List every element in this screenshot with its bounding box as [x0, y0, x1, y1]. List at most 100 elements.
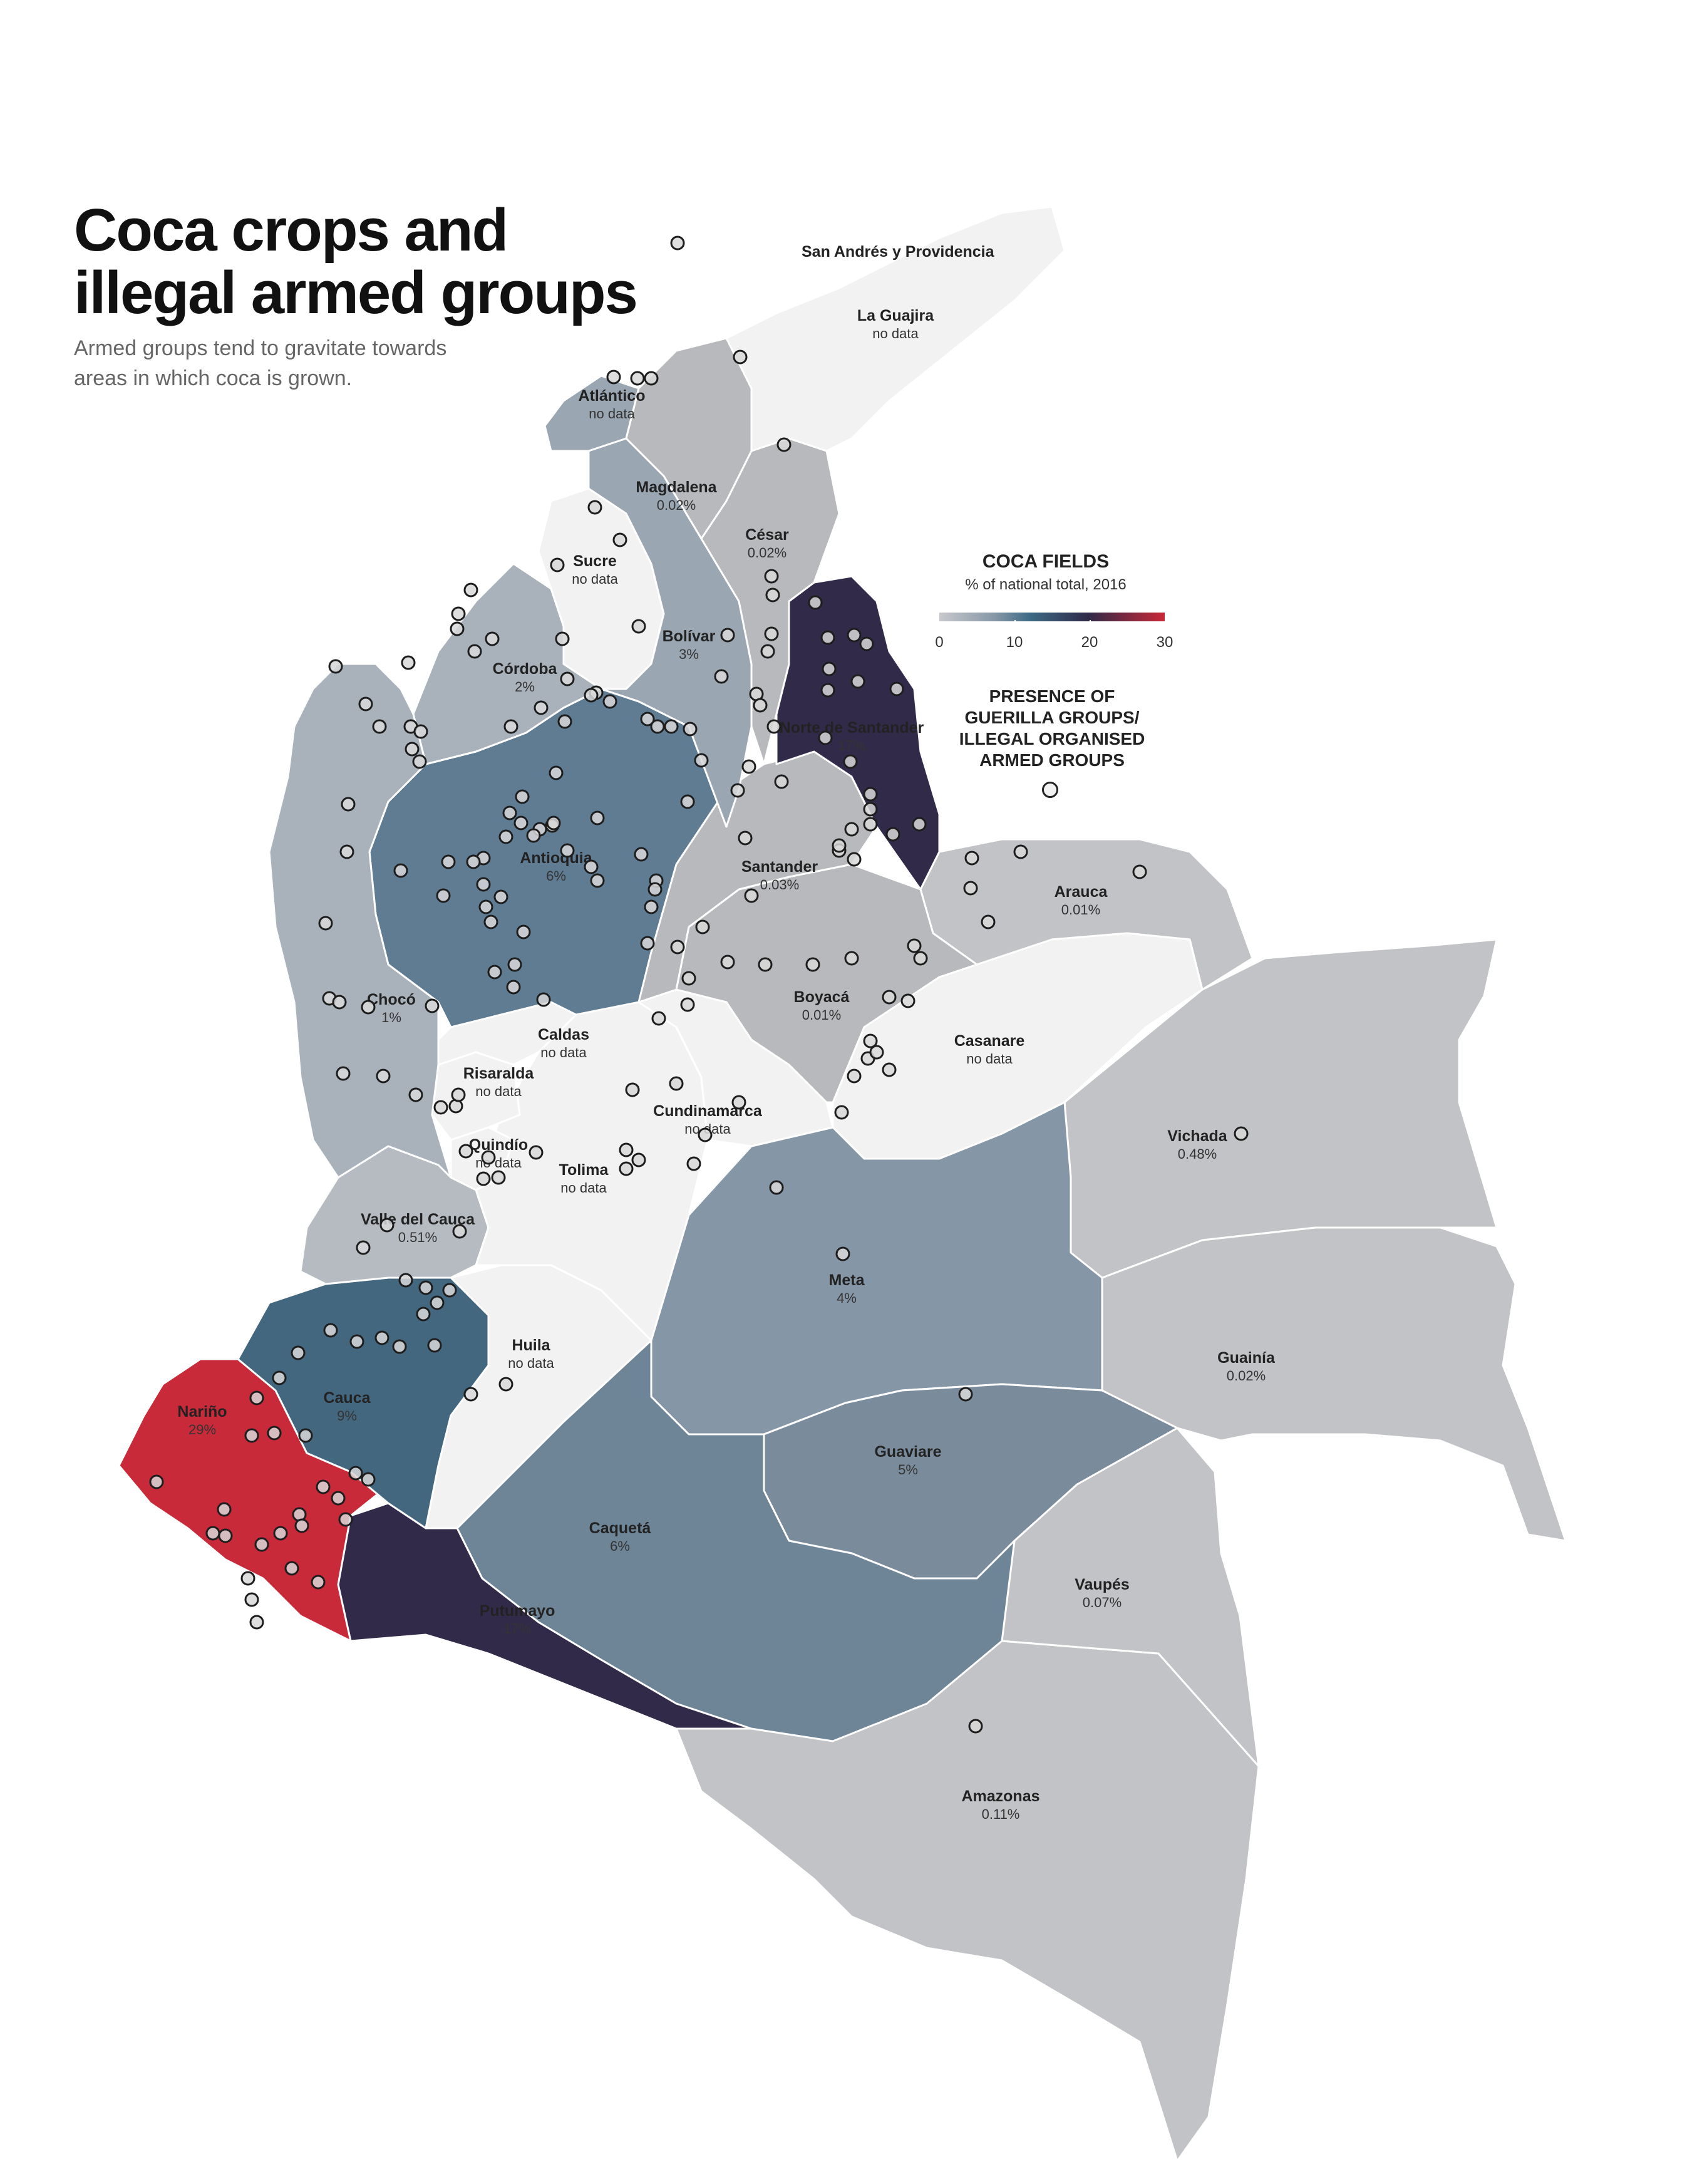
armed-group-dot [331, 1491, 346, 1506]
armed-group-dot [493, 889, 508, 904]
armed-group-dot [863, 802, 878, 817]
region-label-name: Guainía [1217, 1349, 1276, 1367]
armed-group-dot [339, 844, 354, 859]
legend-tick-label-20: 20 [1081, 634, 1098, 651]
region-label-value: 0.01% [802, 1007, 841, 1023]
armed-group-dot [240, 1571, 255, 1586]
region-label-name: Casanare [954, 1032, 1025, 1050]
armed-group-dot [981, 914, 996, 929]
region-label-name: Meta [829, 1271, 865, 1289]
armed-group-dot [452, 1224, 467, 1239]
armed-group-dot [467, 644, 482, 659]
armed-group-dot [822, 661, 837, 676]
armed-group-dot [436, 888, 451, 903]
armed-group-dot [376, 1069, 391, 1084]
armed-group-dot [606, 370, 621, 385]
page-title: Coca crops and illegal armed groups [74, 199, 638, 324]
region-label-value: no data [589, 406, 635, 422]
armed-group-dot [863, 817, 878, 832]
armed-group-dot [546, 815, 561, 831]
armed-group-dot [267, 1426, 282, 1441]
armed-group-dot [612, 532, 627, 547]
armed-group-dot [630, 371, 645, 386]
armed-group-dot [869, 1045, 884, 1060]
armed-group-dot [882, 990, 897, 1005]
armed-group-dot [557, 714, 572, 729]
region-label-name: Sucre [573, 552, 617, 570]
region-label-name: Cundinamarca [653, 1102, 763, 1120]
armed-group-dot [318, 916, 333, 931]
armed-group-dot [433, 1100, 448, 1115]
armed-group-dot [217, 1502, 232, 1517]
armed-group-dot [634, 847, 649, 862]
armed-group-dot [284, 1561, 299, 1576]
armed-group-dot [379, 1218, 395, 1233]
armed-group-dot [847, 628, 862, 643]
armed-group-dot [913, 951, 928, 966]
region-label-value: 0.11% [982, 1806, 1020, 1822]
armed-group-dot [149, 1474, 164, 1489]
armed-group-dot [847, 852, 862, 867]
armed-group-dot [820, 630, 835, 645]
armed-group-dot [859, 636, 874, 651]
presence-legend-title: PRESENCE OF GUERILLA GROUPS/ ILLEGAL ORG… [927, 686, 1177, 771]
armed-group-dot [398, 1273, 413, 1288]
armed-group-dot [442, 1283, 457, 1298]
armed-group-dot [348, 1466, 363, 1481]
armed-group-dot [808, 595, 823, 610]
region-label-name: Guaviare [874, 1443, 941, 1461]
armed-group-dot [332, 995, 347, 1010]
armed-group-dot [485, 631, 500, 646]
armed-group-dot [863, 787, 878, 802]
armed-group-dot [730, 783, 745, 798]
region-label-name: Caldas [538, 1026, 589, 1043]
armed-group-dot [584, 859, 599, 874]
armed-group-dot [766, 719, 781, 734]
region-label-name: César [745, 526, 789, 544]
armed-group-dot [534, 700, 549, 715]
armed-group-dot [683, 722, 698, 737]
armed-group-dot [244, 1592, 259, 1607]
armed-group-dot [311, 1575, 326, 1590]
armed-group-dot [844, 951, 859, 966]
region-label-name: Antioquia [520, 849, 592, 867]
armed-group-dot [451, 606, 466, 621]
armed-group-dot [294, 1518, 309, 1533]
region-label-name: Cauca [323, 1389, 371, 1407]
armed-group-dot [481, 1150, 496, 1165]
region-label-value: 29% [188, 1422, 216, 1437]
armed-group-dot [1132, 864, 1147, 879]
region-label-name: Arauca [1055, 883, 1108, 901]
region-label-value: no data [540, 1045, 587, 1060]
region-label-name: La Guajira [857, 307, 934, 324]
region-narino [118, 1358, 383, 1642]
region-label-name: Putumayo [480, 1602, 555, 1620]
region-label-name: Santander [741, 858, 818, 876]
armed-group-dot [529, 1145, 544, 1160]
armed-group-dot [764, 626, 779, 641]
subtitle-line-1: Armed groups tend to gravitate towards [74, 336, 447, 360]
region-label-value: no data [572, 571, 618, 587]
armed-group-dot [536, 992, 551, 1007]
region-label-value: 0.01% [1061, 902, 1100, 918]
region-label-name: Norte de Santander [780, 719, 924, 737]
armed-group-dot [408, 1087, 423, 1102]
region-label-value: 17% [503, 1621, 531, 1637]
region-norte-santander [775, 575, 941, 891]
armed-group-dot [844, 822, 859, 837]
page-subtitle: Armed groups tend to gravitate towards a… [74, 333, 512, 393]
armed-group-dot [760, 644, 775, 659]
armed-group-dot [476, 1171, 491, 1186]
armed-group-dot [478, 899, 493, 914]
armed-group-dot [590, 810, 605, 825]
armed-group-dot [670, 235, 685, 251]
armed-group-dot [651, 1011, 666, 1026]
region-label-name: Quindío [469, 1136, 528, 1154]
armed-group-dot [291, 1345, 306, 1360]
armed-group-dot [698, 1127, 713, 1142]
armed-group-dot [218, 1528, 233, 1543]
armed-group-dot [393, 863, 408, 878]
armed-group-dot [863, 1033, 878, 1048]
armed-group-dot [418, 1280, 433, 1295]
